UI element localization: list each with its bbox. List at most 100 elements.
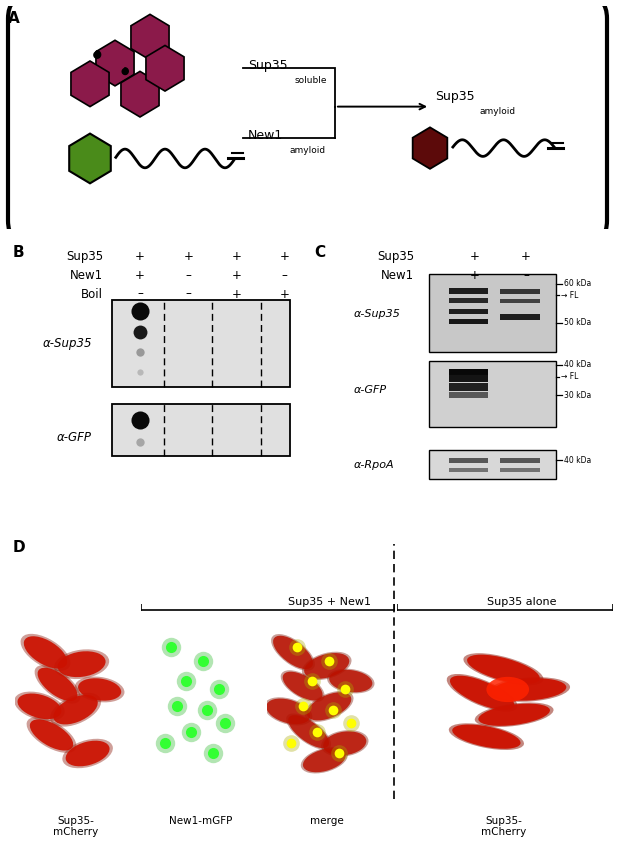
Ellipse shape [307, 692, 351, 721]
Bar [449, 319, 489, 324]
Polygon shape [71, 61, 109, 106]
Bar [449, 392, 489, 398]
Text: → FL: → FL [561, 291, 578, 300]
Ellipse shape [488, 677, 570, 702]
Ellipse shape [474, 702, 553, 727]
Ellipse shape [27, 717, 77, 753]
Text: –: – [282, 269, 288, 282]
Bar [500, 458, 540, 463]
Bar [112, 404, 291, 456]
Text: +: + [231, 250, 241, 263]
Bar [449, 289, 489, 294]
Text: α-GFP: α-GFP [57, 431, 92, 444]
Bar [112, 300, 291, 387]
Ellipse shape [304, 653, 349, 679]
Text: → FL: → FL [561, 372, 578, 381]
Bar [449, 458, 489, 463]
Text: +: + [183, 250, 193, 263]
FancyBboxPatch shape [8, 0, 607, 244]
Ellipse shape [467, 655, 540, 684]
Ellipse shape [54, 650, 109, 679]
Ellipse shape [302, 651, 352, 680]
Ellipse shape [300, 747, 348, 773]
Text: Sup35 alone: Sup35 alone [487, 596, 556, 607]
Ellipse shape [75, 677, 125, 702]
Bar [500, 289, 540, 294]
Bar [449, 374, 489, 382]
Text: New1: New1 [248, 129, 283, 143]
Ellipse shape [288, 715, 329, 748]
Ellipse shape [463, 653, 544, 685]
Text: –: – [185, 288, 191, 301]
Bar [500, 314, 540, 320]
Text: New1-mGFP: New1-mGFP [169, 816, 233, 826]
Text: amyloid: amyloid [480, 106, 516, 116]
Ellipse shape [14, 691, 65, 721]
Text: –: – [185, 269, 191, 282]
Ellipse shape [50, 693, 101, 727]
Ellipse shape [281, 670, 325, 702]
Text: α-Sup35: α-Sup35 [43, 337, 92, 350]
Ellipse shape [452, 725, 521, 749]
Text: +: + [231, 288, 241, 301]
Ellipse shape [449, 723, 524, 750]
Ellipse shape [450, 676, 515, 710]
Text: amyloid: amyloid [290, 146, 326, 155]
Bar [429, 360, 557, 427]
Text: α-Sup35: α-Sup35 [354, 309, 400, 320]
Ellipse shape [323, 731, 366, 755]
Ellipse shape [321, 730, 368, 757]
Polygon shape [146, 46, 184, 91]
Ellipse shape [54, 695, 97, 724]
Text: α-RpoA: α-RpoA [354, 460, 394, 470]
Text: 50 kDa: 50 kDa [564, 319, 591, 327]
Ellipse shape [264, 697, 312, 726]
Ellipse shape [30, 720, 73, 751]
Text: +: + [521, 250, 531, 263]
Ellipse shape [283, 671, 323, 701]
Ellipse shape [271, 634, 315, 670]
Bar [449, 298, 489, 302]
Text: soluble: soluble [295, 75, 328, 85]
Text: Sup35-
mCherry: Sup35- mCherry [481, 816, 526, 837]
Ellipse shape [78, 678, 121, 701]
Bar [429, 450, 557, 480]
Ellipse shape [65, 740, 110, 766]
Text: New1: New1 [381, 269, 415, 282]
Text: Sup35: Sup35 [248, 59, 288, 72]
Text: New1: New1 [70, 269, 103, 282]
Polygon shape [413, 127, 447, 168]
Ellipse shape [24, 636, 67, 669]
Polygon shape [131, 15, 169, 60]
Ellipse shape [305, 691, 354, 721]
Text: merge: merge [310, 816, 344, 826]
Ellipse shape [329, 670, 372, 692]
Text: Sup35-
mCherry: Sup35- mCherry [53, 816, 98, 837]
Text: D: D [12, 540, 25, 555]
Bar [449, 383, 489, 391]
Text: Sup35 + New1: Sup35 + New1 [288, 596, 371, 607]
Text: 30 kDa: 30 kDa [564, 391, 591, 400]
Ellipse shape [273, 636, 313, 669]
Ellipse shape [62, 739, 113, 768]
Text: Sup35: Sup35 [66, 250, 103, 263]
Text: 60 kDa: 60 kDa [564, 279, 591, 289]
Ellipse shape [286, 714, 331, 750]
Ellipse shape [447, 674, 518, 712]
Text: 2 μm: 2 μm [350, 623, 371, 632]
Ellipse shape [20, 634, 70, 671]
Text: Sup35: Sup35 [435, 90, 474, 103]
Text: 40 kDa: 40 kDa [564, 360, 591, 370]
Text: α-GFP: α-GFP [354, 384, 387, 395]
Text: 40 kDa: 40 kDa [564, 456, 591, 465]
Text: 2 μm: 2 μm [553, 623, 574, 632]
Ellipse shape [492, 678, 566, 701]
Ellipse shape [266, 699, 310, 724]
Text: +: + [135, 269, 145, 282]
Ellipse shape [17, 694, 62, 719]
Text: –: – [137, 288, 143, 301]
Ellipse shape [35, 665, 80, 703]
Text: A: A [8, 11, 20, 26]
Text: +: + [280, 250, 290, 263]
Text: +: + [470, 250, 480, 263]
